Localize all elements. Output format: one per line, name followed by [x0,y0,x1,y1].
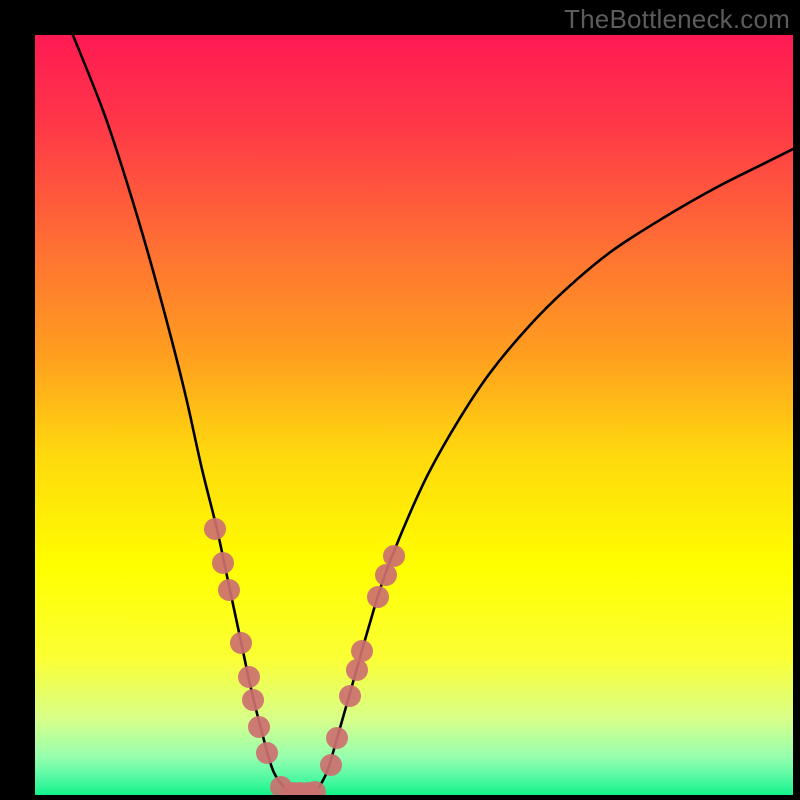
data-point [339,685,361,707]
curve-layer [35,35,793,795]
data-point [383,545,405,567]
data-point [320,754,342,776]
data-point [367,586,389,608]
data-point [230,632,252,654]
bottleneck-curve [315,149,793,793]
data-point [256,742,278,764]
watermark-text: TheBottleneck.com [564,4,790,35]
data-point [238,666,260,688]
plot-area [35,35,793,795]
data-point [326,727,348,749]
data-point [375,564,397,586]
data-point [351,640,373,662]
data-point [346,659,368,681]
data-point [218,579,240,601]
data-point [248,716,270,738]
data-point [242,689,264,711]
data-point [204,518,226,540]
chart-root: TheBottleneck.com [0,0,800,800]
data-point [212,552,234,574]
